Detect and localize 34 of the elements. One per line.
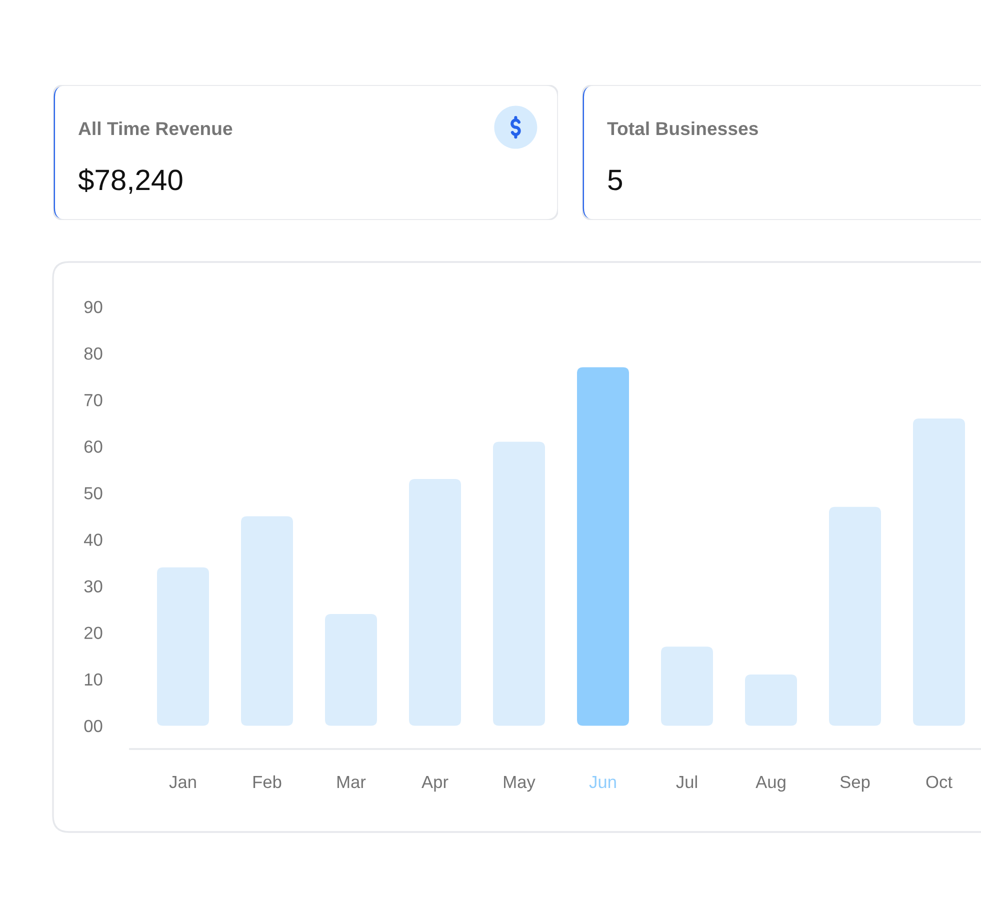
bar [661,646,713,726]
y-tick-label: 60 [84,440,102,453]
bar [157,567,210,726]
y-tick-label: 80 [84,347,102,360]
bar [325,614,378,726]
bar [493,442,545,726]
y-tick-label: 00 [84,720,102,732]
bar [745,674,797,726]
x-tick-label: Feb [253,775,282,788]
x-tick-label: May [504,776,536,792]
y-tick-label: 10 [84,673,102,686]
x-tick-label: Jan [169,776,196,788]
y-tick-label: 70 [84,394,102,406]
x-tick-label: Sep [840,776,870,792]
x-tick-label: Jul [676,775,697,788]
bar [829,506,881,726]
text: All Time Revenue [78,122,232,136]
text: 5 [608,170,622,190]
x-tick-label: Oct [926,776,952,788]
x-tick-label: Mar [337,776,366,788]
y-tick-label: 20 [84,626,102,640]
bar [241,516,294,726]
y-tick-label: 40 [84,534,102,546]
text: Total Businesses [607,122,758,136]
bar [409,478,462,726]
y-tick-label: 50 [84,487,102,500]
x-tick-label: Jun [589,776,616,788]
x-tick-label: Apr [422,776,448,792]
bar [577,367,629,726]
x-tick-label: Aug [756,776,786,792]
text: $78,240 [78,168,182,194]
y-tick-label: 90 [84,300,102,314]
y-tick-label: 30 [84,580,102,593]
bar [913,418,965,726]
